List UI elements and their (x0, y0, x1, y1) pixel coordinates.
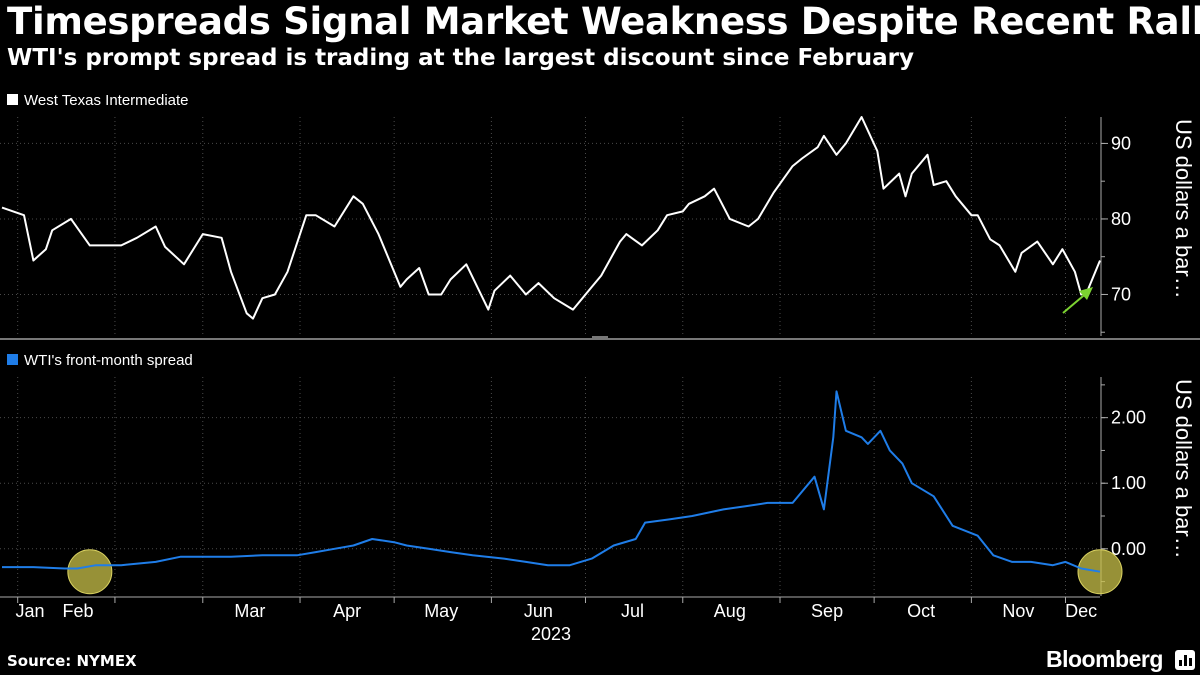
spread-legend-label: WTI's front-month spread (24, 352, 193, 369)
x-axis-year: 2023 (531, 624, 571, 644)
price-ytick-label: 80 (1111, 209, 1131, 229)
spread-ytick-label: 1.00 (1111, 473, 1146, 493)
x-tick-label: Feb (62, 601, 93, 621)
panel-divider-handle[interactable] (592, 336, 608, 338)
x-tick-label: Oct (907, 601, 935, 621)
brand-chart-icon (1175, 650, 1195, 670)
price-panel: West Texas Intermediate 70 80 90 US dollar… (0, 92, 1196, 336)
x-tick-label: Nov (1002, 601, 1034, 621)
x-tick-label: Mar (234, 601, 265, 621)
spread-ytick-label: 2.00 (1111, 408, 1146, 428)
price-legend-swatch (7, 94, 18, 105)
highlight-circle (67, 549, 113, 595)
brand-logo: Bloomberg (1046, 646, 1163, 672)
chart-subtitle: WTI's prompt spread is trading at the la… (7, 45, 914, 71)
x-tick-label: Jan (15, 601, 44, 621)
x-tick-label: Aug (714, 601, 746, 621)
x-axis: Jan Feb Mar Apr May Jun Jul Aug Sep Oct Nov Dec (0, 596, 1100, 621)
x-tick-label: Jun (524, 601, 553, 621)
rally-arrow (1062, 287, 1093, 314)
chart-title: Timespreads Signal Market Weakness Despi… (7, 0, 1200, 43)
price-legend-label: West Texas Intermediate (24, 92, 189, 109)
spread-y-axis-label: US dollars a bar… (1171, 379, 1196, 559)
x-tick-label: Sep (811, 601, 843, 621)
highlight-circle (1077, 549, 1123, 595)
x-tick-label: Apr (333, 601, 361, 621)
x-tick-label: Dec (1065, 601, 1097, 621)
x-tick-label: May (424, 601, 458, 621)
price-y-axis-label: US dollars a bar… (1171, 119, 1196, 299)
spread-legend-swatch (7, 354, 18, 365)
x-tick-label: Jul (621, 601, 644, 621)
price-series-line (1, 116, 1101, 320)
spread-panel: WTI's front-month spread 0.00 1.00 2.00 US… (0, 352, 1196, 596)
price-ytick-label: 70 (1111, 284, 1131, 304)
spread-ytick-label: 0.00 (1111, 539, 1146, 559)
source-note: Source: NYMEX (7, 652, 137, 670)
spread-series-line (2, 390, 1101, 573)
price-ytick-label: 90 (1111, 133, 1131, 153)
